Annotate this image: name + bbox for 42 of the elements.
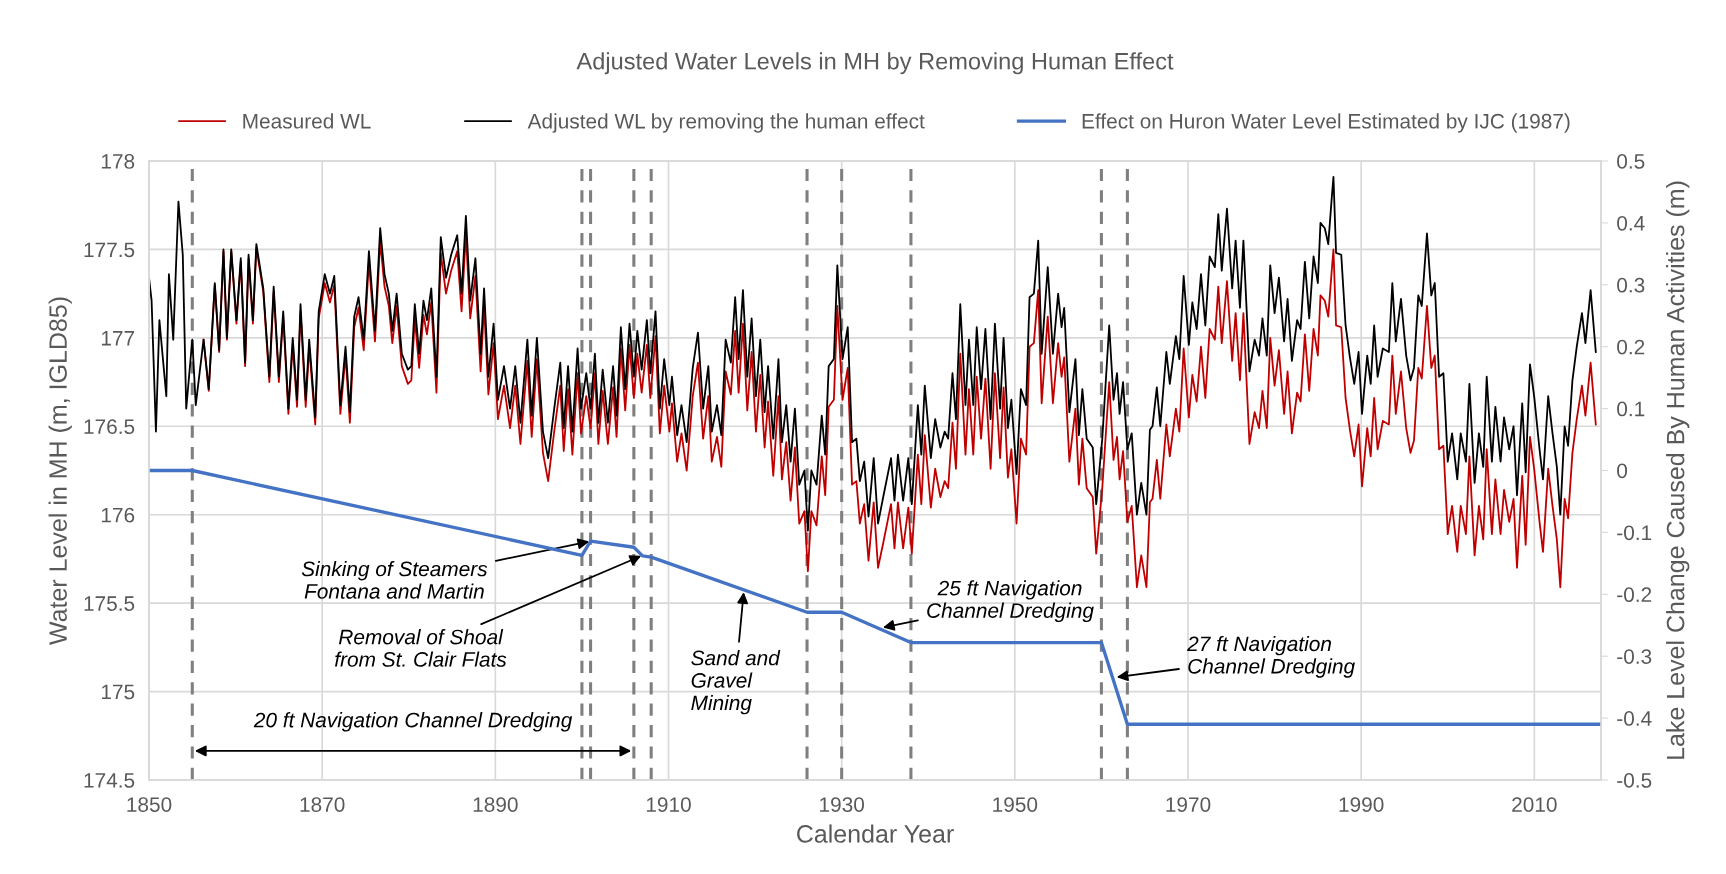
y2-tick-label: 0.3	[1617, 277, 1645, 293]
y-tick-label: 176.5	[84, 419, 135, 435]
chart-title: Adjusted Water Levels in MH by Removing Human Effect	[576, 52, 1174, 75]
x-tick-label: 1990	[1339, 797, 1384, 812]
x-tick-label: 2010	[1512, 797, 1557, 812]
y2-tick-label: -0.1	[1617, 525, 1652, 541]
y2-tick-label: -0.3	[1617, 649, 1652, 664]
x-tick-label: 1870	[300, 797, 345, 812]
y2-tick-label: -0.2	[1617, 587, 1652, 603]
y2-tick-label: -0.4	[1617, 711, 1652, 726]
y2-tick-label: 0.2	[1617, 339, 1645, 355]
legend-label: Effect on Huron Water Level Estimated by IJC (1987)	[1082, 113, 1570, 133]
y2-tick-label: 0.1	[1617, 401, 1645, 417]
y-tick-label: 175.5	[84, 596, 135, 611]
annotation: 25 ft Navigation Channel Dredging	[927, 580, 1094, 623]
y-tick-label: 176	[101, 507, 135, 523]
annotation: Sinking of Steamers Fontana and Martin	[301, 560, 488, 599]
y2-tick-label: 0.4	[1617, 215, 1645, 231]
y2-axis-title: Lake Level Change Caused By Human Activities (m)	[1666, 181, 1690, 759]
annotation: 27 ft Navigation Channel Dredging	[1187, 635, 1355, 678]
x-tick-label: 1890	[473, 797, 518, 812]
annotation: Sand and Gravel Mining	[691, 650, 781, 715]
line-series	[149, 176, 1597, 532]
y-tick-label: 174.5	[84, 773, 135, 788]
y-tick-label: 177.5	[84, 242, 135, 258]
annotation: Removal of Shoal from St. Clair Flats	[334, 629, 507, 667]
x-tick-label: 1950	[993, 797, 1038, 812]
y-tick-label: 177	[101, 331, 135, 346]
y2-tick-label: 0.5	[1617, 154, 1645, 169]
x-tick-label: 1930	[820, 797, 865, 812]
y2-tick-label: -0.5	[1617, 773, 1652, 788]
x-tick-label: 1970	[1166, 797, 1211, 812]
y-tick-label: 175	[101, 684, 135, 700]
x-axis-title: Calendar Year	[797, 824, 954, 843]
y2-tick-label: 0	[1617, 463, 1628, 479]
y-tick-label: 178	[101, 154, 135, 169]
annotation: 20 ft Navigation Channel Dredging	[253, 712, 573, 732]
legend-label: Adjusted WL by removing the human effect	[527, 113, 925, 133]
y-axis-title: Water Level in MH (m, IGLD85)	[48, 297, 72, 645]
x-tick-label: 1910	[646, 797, 691, 812]
legend-label: Measured WL	[243, 113, 371, 129]
x-tick-label: 1850	[127, 797, 172, 812]
